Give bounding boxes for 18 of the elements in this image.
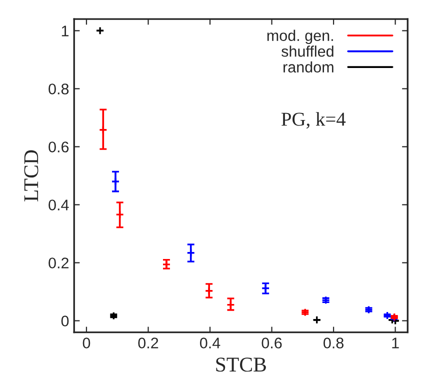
x-axis-title: STCB [216, 358, 266, 372]
x-tick-label: 0.4 [200, 338, 220, 348]
annotation: PG, k=4 [281, 112, 346, 129]
y-tick-label: 1 [62, 26, 69, 36]
x-tick-label: 0.2 [138, 338, 158, 348]
y-axis-title: LTCD [24, 150, 38, 202]
y-tick-label: 0 [61, 316, 69, 326]
y-tick-label: 0.6 [48, 142, 69, 152]
x-tick-label: 0.8 [324, 338, 344, 348]
y-tick-label: 0.2 [48, 258, 68, 268]
y-tick-label: 0.8 [48, 84, 69, 94]
legend-label: shuffled [282, 46, 334, 57]
x-tick-label: 0.6 [262, 338, 282, 348]
legend-label: mod. gen. [267, 30, 333, 44]
legend-label: random [284, 61, 334, 73]
x-tick-label: 0 [82, 338, 90, 348]
y-tick-label: 0.4 [48, 200, 69, 210]
x-tick-label: 1 [392, 338, 399, 348]
